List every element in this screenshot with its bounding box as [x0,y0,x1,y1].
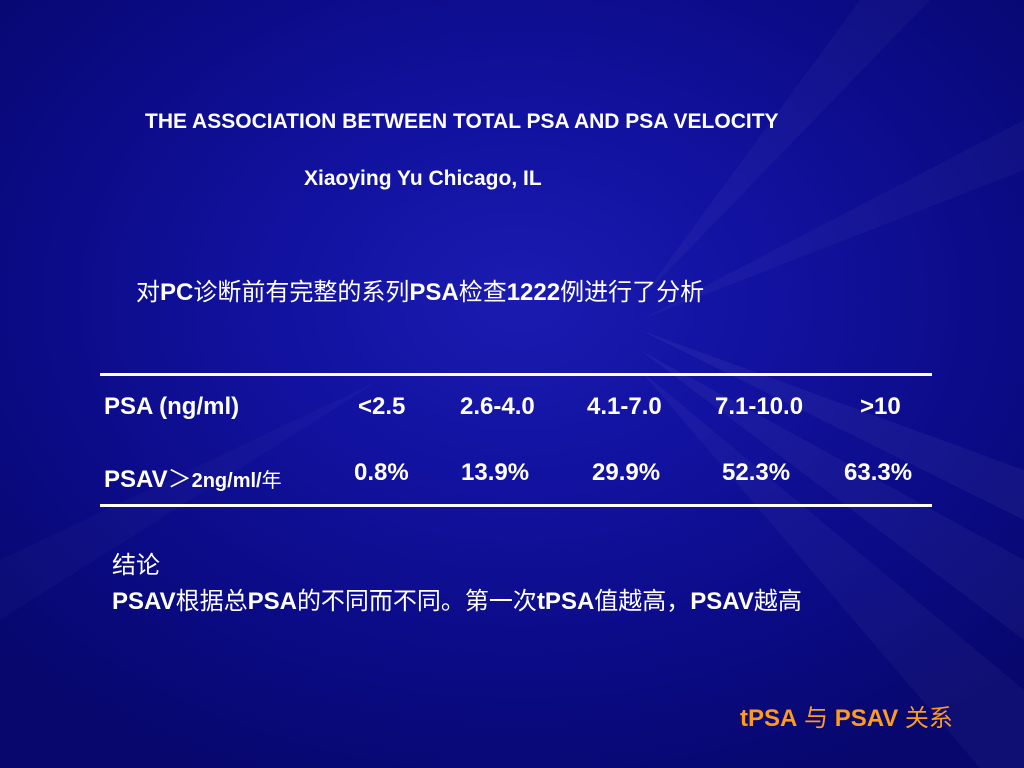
label-part: ＞ [167,466,192,493]
intro-line: 对PC诊断前有完整的系列PSA检查1222例进行了分析 [136,272,704,307]
table-bottom-rule [100,504,932,507]
intro-part: PC [160,279,194,306]
slide-title: THE ASSOCIATION BETWEEN TOTAL PSA AND PS… [145,110,779,133]
footer-part: tPSA [740,705,798,732]
table-cell: 0.8% [354,459,409,486]
conclusion-part: 越高 [753,588,802,615]
table-cell: 63.3% [844,459,913,486]
footer-part: PSAV [834,705,899,732]
intro-part: 检查 [458,279,507,306]
conclusion-part: PSAV [112,588,176,615]
label-part: 年 [261,470,282,492]
label-part: 2ng/ml/ [191,470,262,492]
conclusion-text: PSAV根据总PSA的不同而不同。第一次tPSA值越高，PSAV越高 [112,581,802,616]
intro-part: 诊断前有完整的系列 [193,279,410,306]
conclusion-part: tPSA [536,588,595,615]
slide-footer: tPSA 与 PSAV 关系 [740,698,953,733]
table-top-rule [100,373,932,376]
table-cell: 4.1-7.0 [587,393,662,420]
intro-part: PSA [409,279,459,306]
table-cell: 7.1-10.0 [715,393,804,420]
intro-part: 对 [136,279,160,306]
label-part: PSAV [104,466,168,493]
row-label-psav: PSAV＞2ng/ml/年 [104,459,282,494]
conclusion-part: PSAV [690,588,754,615]
conclusion-part: 值越高， [594,588,691,615]
conclusion-part: 根据总 [175,588,248,615]
conclusion-part: PSA [247,588,297,615]
intro-part: 例进行了分析 [560,279,705,306]
author-line: Xiaoying Yu Chicago, IL [304,167,542,190]
table-cell: >10 [860,393,901,420]
row-label-psa: PSA (ng/ml) [104,393,240,420]
table-cell: 29.9% [592,459,661,486]
table-cell: 13.9% [461,459,530,486]
table-cell: <2.5 [358,393,406,420]
footer-part: 与 [797,705,835,732]
conclusion-part: 的不同而不同。第一次 [296,588,537,615]
table-cell: 2.6-4.0 [460,393,535,420]
intro-part: 1222 [506,279,561,306]
footer-part: 关系 [898,705,953,732]
table-cell: 52.3% [722,459,791,486]
conclusion-heading: 结论 [112,552,160,579]
